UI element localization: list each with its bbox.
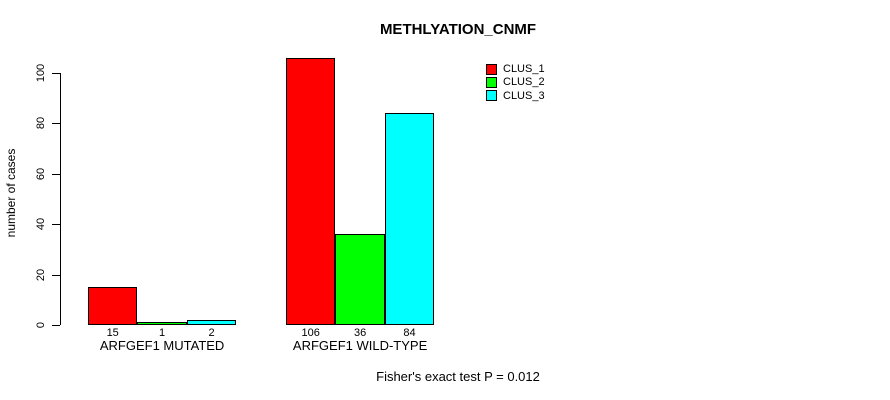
y-axis-tick-label: 0: [35, 321, 47, 329]
y-axis-tick-label: 20: [35, 268, 47, 281]
group-label-2: ARFGEF1 WILD-TYPE: [292, 338, 428, 353]
y-axis-label: number of cases: [4, 148, 18, 238]
bar-clus_2-group1: [137, 322, 187, 325]
y-axis-tick: [52, 224, 60, 226]
legend-label: CLUS_3: [503, 89, 545, 102]
y-axis-tick: [52, 325, 60, 326]
bar-clus_1-group1: [88, 287, 138, 325]
legend-item-clus_1: CLUS_1: [486, 63, 545, 75]
y-axis-tick-label: 40: [35, 218, 47, 231]
bar-clus_3-group2: [384, 113, 435, 325]
bar-value-label: 106: [301, 327, 320, 339]
y-axis-tick: [52, 73, 60, 74]
y-axis-line: [60, 73, 61, 325]
group-label-1: ARFGEF1 MUTATED: [99, 338, 225, 353]
legend-item-clus_3: CLUS_3: [486, 90, 545, 102]
annotation-text: Fisher's exact test P = 0.012: [376, 369, 540, 384]
bar-value-label: 36: [353, 327, 367, 339]
chart-title: METHLYATION_CNMF: [379, 21, 537, 38]
bar-value-label: 1: [159, 327, 166, 339]
legend-label: CLUS_1: [503, 63, 545, 75]
y-axis-tick: [52, 173, 60, 175]
bar-value-label: 15: [106, 327, 119, 339]
bar-value-label: 2: [208, 327, 215, 339]
legend-swatch-clus_1: [486, 63, 497, 75]
bar-value-label: 84: [403, 327, 416, 339]
bar-clus_2-group2: [335, 234, 385, 325]
bar-clus_1-group2: [286, 57, 336, 325]
legend-label: CLUS_2: [503, 76, 545, 89]
legend-item-clus_2: CLUS_2: [486, 76, 545, 88]
bar-clus_3-group1: [186, 319, 237, 325]
y-axis-tick-label: 60: [35, 167, 47, 180]
y-axis-tick: [52, 123, 60, 125]
y-axis-tick-label: 100: [35, 63, 47, 83]
y-axis-tick: [52, 274, 60, 276]
legend-swatch-clus_3: [486, 90, 497, 102]
legend-swatch-clus_2: [486, 76, 497, 88]
y-axis-tick-label: 80: [35, 117, 47, 130]
